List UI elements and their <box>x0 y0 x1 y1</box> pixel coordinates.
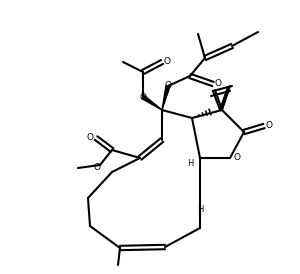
Text: O: O <box>214 79 221 89</box>
Text: H: H <box>197 206 203 215</box>
Text: O: O <box>94 162 100 172</box>
Text: O: O <box>86 133 94 142</box>
Text: O: O <box>233 153 241 162</box>
Text: O: O <box>266 121 272 130</box>
Text: O: O <box>140 93 146 101</box>
Polygon shape <box>162 85 170 110</box>
Text: H: H <box>187 158 193 167</box>
Text: O: O <box>164 81 172 90</box>
Text: O: O <box>164 58 170 67</box>
Polygon shape <box>142 95 162 110</box>
